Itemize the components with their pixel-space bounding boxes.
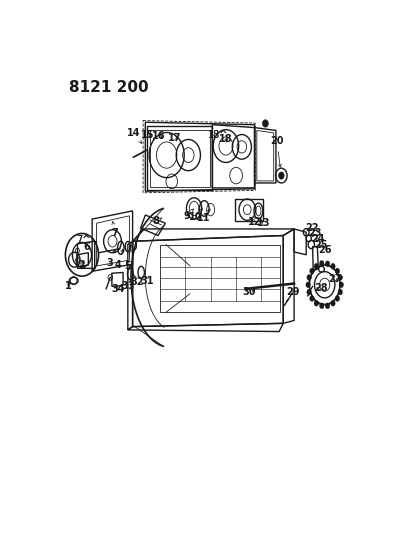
- Text: 4: 4: [115, 249, 123, 270]
- Text: 18^: 18^: [208, 130, 229, 140]
- Text: 10: 10: [189, 209, 202, 222]
- Circle shape: [314, 263, 319, 269]
- Text: 8: 8: [152, 216, 162, 226]
- Circle shape: [331, 301, 335, 306]
- Circle shape: [338, 289, 342, 295]
- Circle shape: [279, 172, 284, 179]
- Text: 31: 31: [141, 276, 154, 286]
- Circle shape: [307, 289, 312, 295]
- Text: 11: 11: [197, 209, 210, 223]
- Circle shape: [307, 274, 312, 280]
- Circle shape: [306, 282, 310, 288]
- Circle shape: [335, 268, 339, 274]
- Text: 30: 30: [243, 287, 256, 297]
- Circle shape: [263, 120, 268, 127]
- Circle shape: [310, 296, 314, 301]
- Text: 33: 33: [121, 280, 134, 290]
- Text: 26: 26: [318, 245, 331, 264]
- Circle shape: [331, 263, 335, 269]
- Text: 3: 3: [106, 250, 115, 268]
- Circle shape: [339, 282, 344, 288]
- Circle shape: [320, 303, 324, 309]
- Circle shape: [314, 301, 319, 306]
- Text: 24: 24: [312, 234, 325, 244]
- Circle shape: [338, 274, 342, 280]
- Text: 34: 34: [111, 284, 125, 294]
- Text: 20: 20: [270, 136, 284, 167]
- Circle shape: [335, 296, 339, 301]
- Text: 27: 27: [329, 274, 342, 285]
- Circle shape: [320, 261, 324, 266]
- Text: 17: 17: [168, 133, 182, 143]
- Text: 7: 7: [112, 222, 118, 238]
- Circle shape: [326, 303, 330, 309]
- Text: 5: 5: [125, 248, 132, 271]
- Text: 14: 14: [127, 128, 141, 143]
- Text: 8121 200: 8121 200: [69, 79, 148, 94]
- Text: 18^: 18^: [208, 130, 229, 140]
- Text: 1: 1: [65, 280, 72, 290]
- Text: 22: 22: [305, 223, 319, 233]
- Text: 32: 32: [131, 274, 144, 287]
- Text: 23: 23: [308, 229, 322, 238]
- Text: 18: 18: [219, 134, 233, 144]
- Text: 28: 28: [315, 284, 328, 294]
- Text: 2: 2: [78, 260, 85, 270]
- Text: 15: 15: [141, 130, 154, 140]
- Text: 12: 12: [248, 217, 261, 227]
- Text: 7^: 7^: [76, 235, 90, 245]
- Circle shape: [310, 268, 314, 274]
- Text: 7^: 7^: [76, 235, 90, 245]
- Circle shape: [326, 261, 330, 266]
- Text: 9: 9: [183, 209, 194, 221]
- Text: 6: 6: [83, 241, 97, 252]
- Text: 29: 29: [287, 287, 300, 297]
- Text: 13: 13: [257, 218, 271, 228]
- Text: 25: 25: [315, 239, 328, 249]
- Text: 16: 16: [152, 131, 166, 141]
